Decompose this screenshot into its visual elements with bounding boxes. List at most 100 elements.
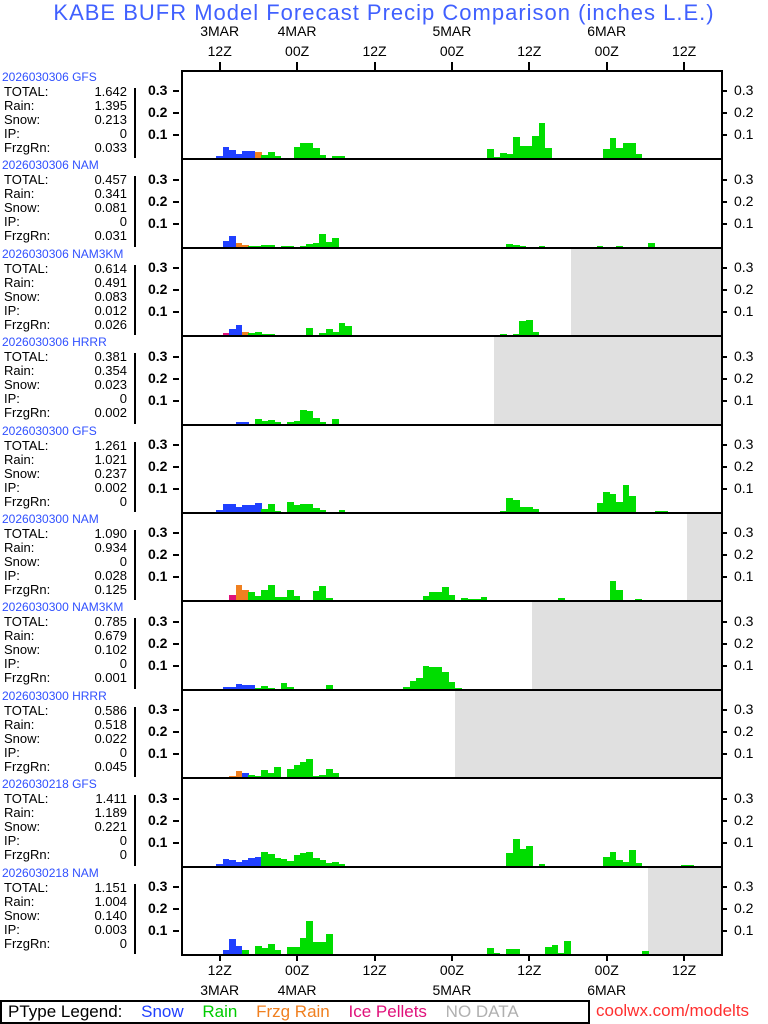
legend-rain: Rain [202,1002,238,1021]
precip-bar-rain [545,147,552,159]
bottom-tick [218,954,221,961]
precip-bar-rain [261,852,269,866]
stat-key: Rain: [4,893,35,909]
precip-bar-rain [280,597,288,601]
run-label: 2026030300 HRRR [2,688,107,703]
top-date-label: 5MAR [432,23,472,39]
stat-value: 0.586 [94,702,127,718]
precip-bar-rain [274,155,281,159]
bottom-date-label: 6MAR [587,982,627,998]
bottom-tick [683,954,686,961]
precip-bar-rain [312,508,320,512]
precip-plot [181,865,723,956]
precip-bar-snow [241,860,249,866]
y-tick-label-right: 0.2 [734,546,754,563]
stat-row: Rain: 0.934 [4,541,127,555]
precip-bar-rain [506,853,514,866]
precip-bar-rain [293,855,301,866]
precip-bar-snow [254,502,262,512]
precip-bar-rain [448,595,456,601]
precip-bar-rain [338,155,346,159]
precip-bar-rain [338,323,346,336]
y-tick-right [721,465,727,468]
y-tick-right [721,222,727,225]
stat-value: 0 [119,744,127,760]
precip-bar-rain [512,136,520,159]
run-label: 2026030300 GFS [2,423,97,438]
top-tick [528,62,531,70]
precip-bar-rain [325,933,333,954]
precip-bar-rain [603,857,610,866]
precip-bar-rain [287,245,294,247]
precip-bar-rain [525,506,533,512]
precip-bar-snow [235,506,243,512]
precip-bar-rain [493,952,501,954]
y-tick-label-left: 0.3 [148,82,168,99]
stat-value: 1.151 [94,879,127,895]
precip-bar-rain [274,597,281,601]
precip-bar-snow [235,154,243,159]
y-tick-label-right: 0.3 [734,524,754,541]
stat-key: Snow: [4,465,41,481]
stat-row: Snow: 0.023 [4,378,127,392]
stat-value: 0 [119,935,127,951]
stat-key: TOTAL: [4,172,49,188]
precip-bar-rain [538,864,546,866]
precip-bar-rain [338,510,346,512]
y-tick-right [721,709,727,712]
precip-bar-snow [229,939,236,954]
y-tick-left [173,311,179,314]
y-tick-label-right: 0.2 [734,192,754,209]
stat-row: IP: 0.028 [4,569,127,583]
y-tick-label-left: 0.1 [148,303,168,320]
stat-key: Snow: [4,554,41,569]
precip-bar-rain [454,687,462,689]
precip-bar-rain [293,765,301,778]
stat-row: TOTAL: 1.151 [4,879,127,895]
stat-value: 0.033 [94,140,127,155]
precip-bar-rain [558,952,565,954]
y-tick-right [721,841,727,844]
run-label: 2026030306 HRRR [2,335,107,350]
precip-bar-rain [332,237,339,247]
precip-bar-rain [506,154,514,159]
precip-bar-rain [648,243,656,247]
model-run-panel: 2026030218 NAM TOTAL: 1.151 Rain: 1.004 Snow:… [0,865,768,956]
precip-bar-rain [635,599,643,601]
precip-bar-rain [409,680,417,689]
precip-bar-frzg-rain [229,776,236,778]
precip-bar-rain [280,245,288,247]
precip-bar-rain [312,147,320,159]
precip-bar-rain [267,773,275,778]
precip-bar-snow [222,686,230,689]
precip-bar-rain [448,681,456,689]
chart-title: KABE BUFR Model Forecast Precip Comparis… [53,0,715,25]
precip-bar-snow [229,504,236,512]
stat-value: 0.785 [94,614,127,630]
stat-key: Snow: [4,288,41,304]
stat-row: Rain: 1.395 [4,99,127,113]
stat-key: TOTAL: [4,84,49,99]
stat-value: 0.491 [94,274,127,290]
stat-row: Snow: 0.081 [4,201,127,215]
top-tick [296,62,299,70]
stat-row: FrzgRn: 0.031 [4,229,127,243]
model-run-panel: 2026030306 NAM TOTAL: 0.457 Rain: 0.341 Snow:… [0,158,768,249]
precip-bar-rain [293,146,301,159]
precip-bar-rain [261,590,269,601]
y-tick-label-right: 0.3 [734,347,754,364]
stat-row: FrzgRn: 0 [4,494,127,509]
precip-bar-rain [312,417,320,424]
precip-bar-rain [332,773,339,778]
y-tick-label-right: 0.1 [734,126,754,143]
y-tick-right [721,885,727,888]
stat-value: 0 [119,656,127,672]
site-link[interactable]: coolwx.com/modelts [596,1001,750,1020]
stat-value: 0.045 [94,758,127,774]
stat-value: 0.457 [94,172,127,188]
y-tick-right [721,576,727,579]
stat-key: TOTAL: [4,791,49,807]
precip-bar-rain [616,502,623,512]
stat-key: Snow: [4,377,41,393]
precip-bar-ice-pellets [222,333,230,336]
